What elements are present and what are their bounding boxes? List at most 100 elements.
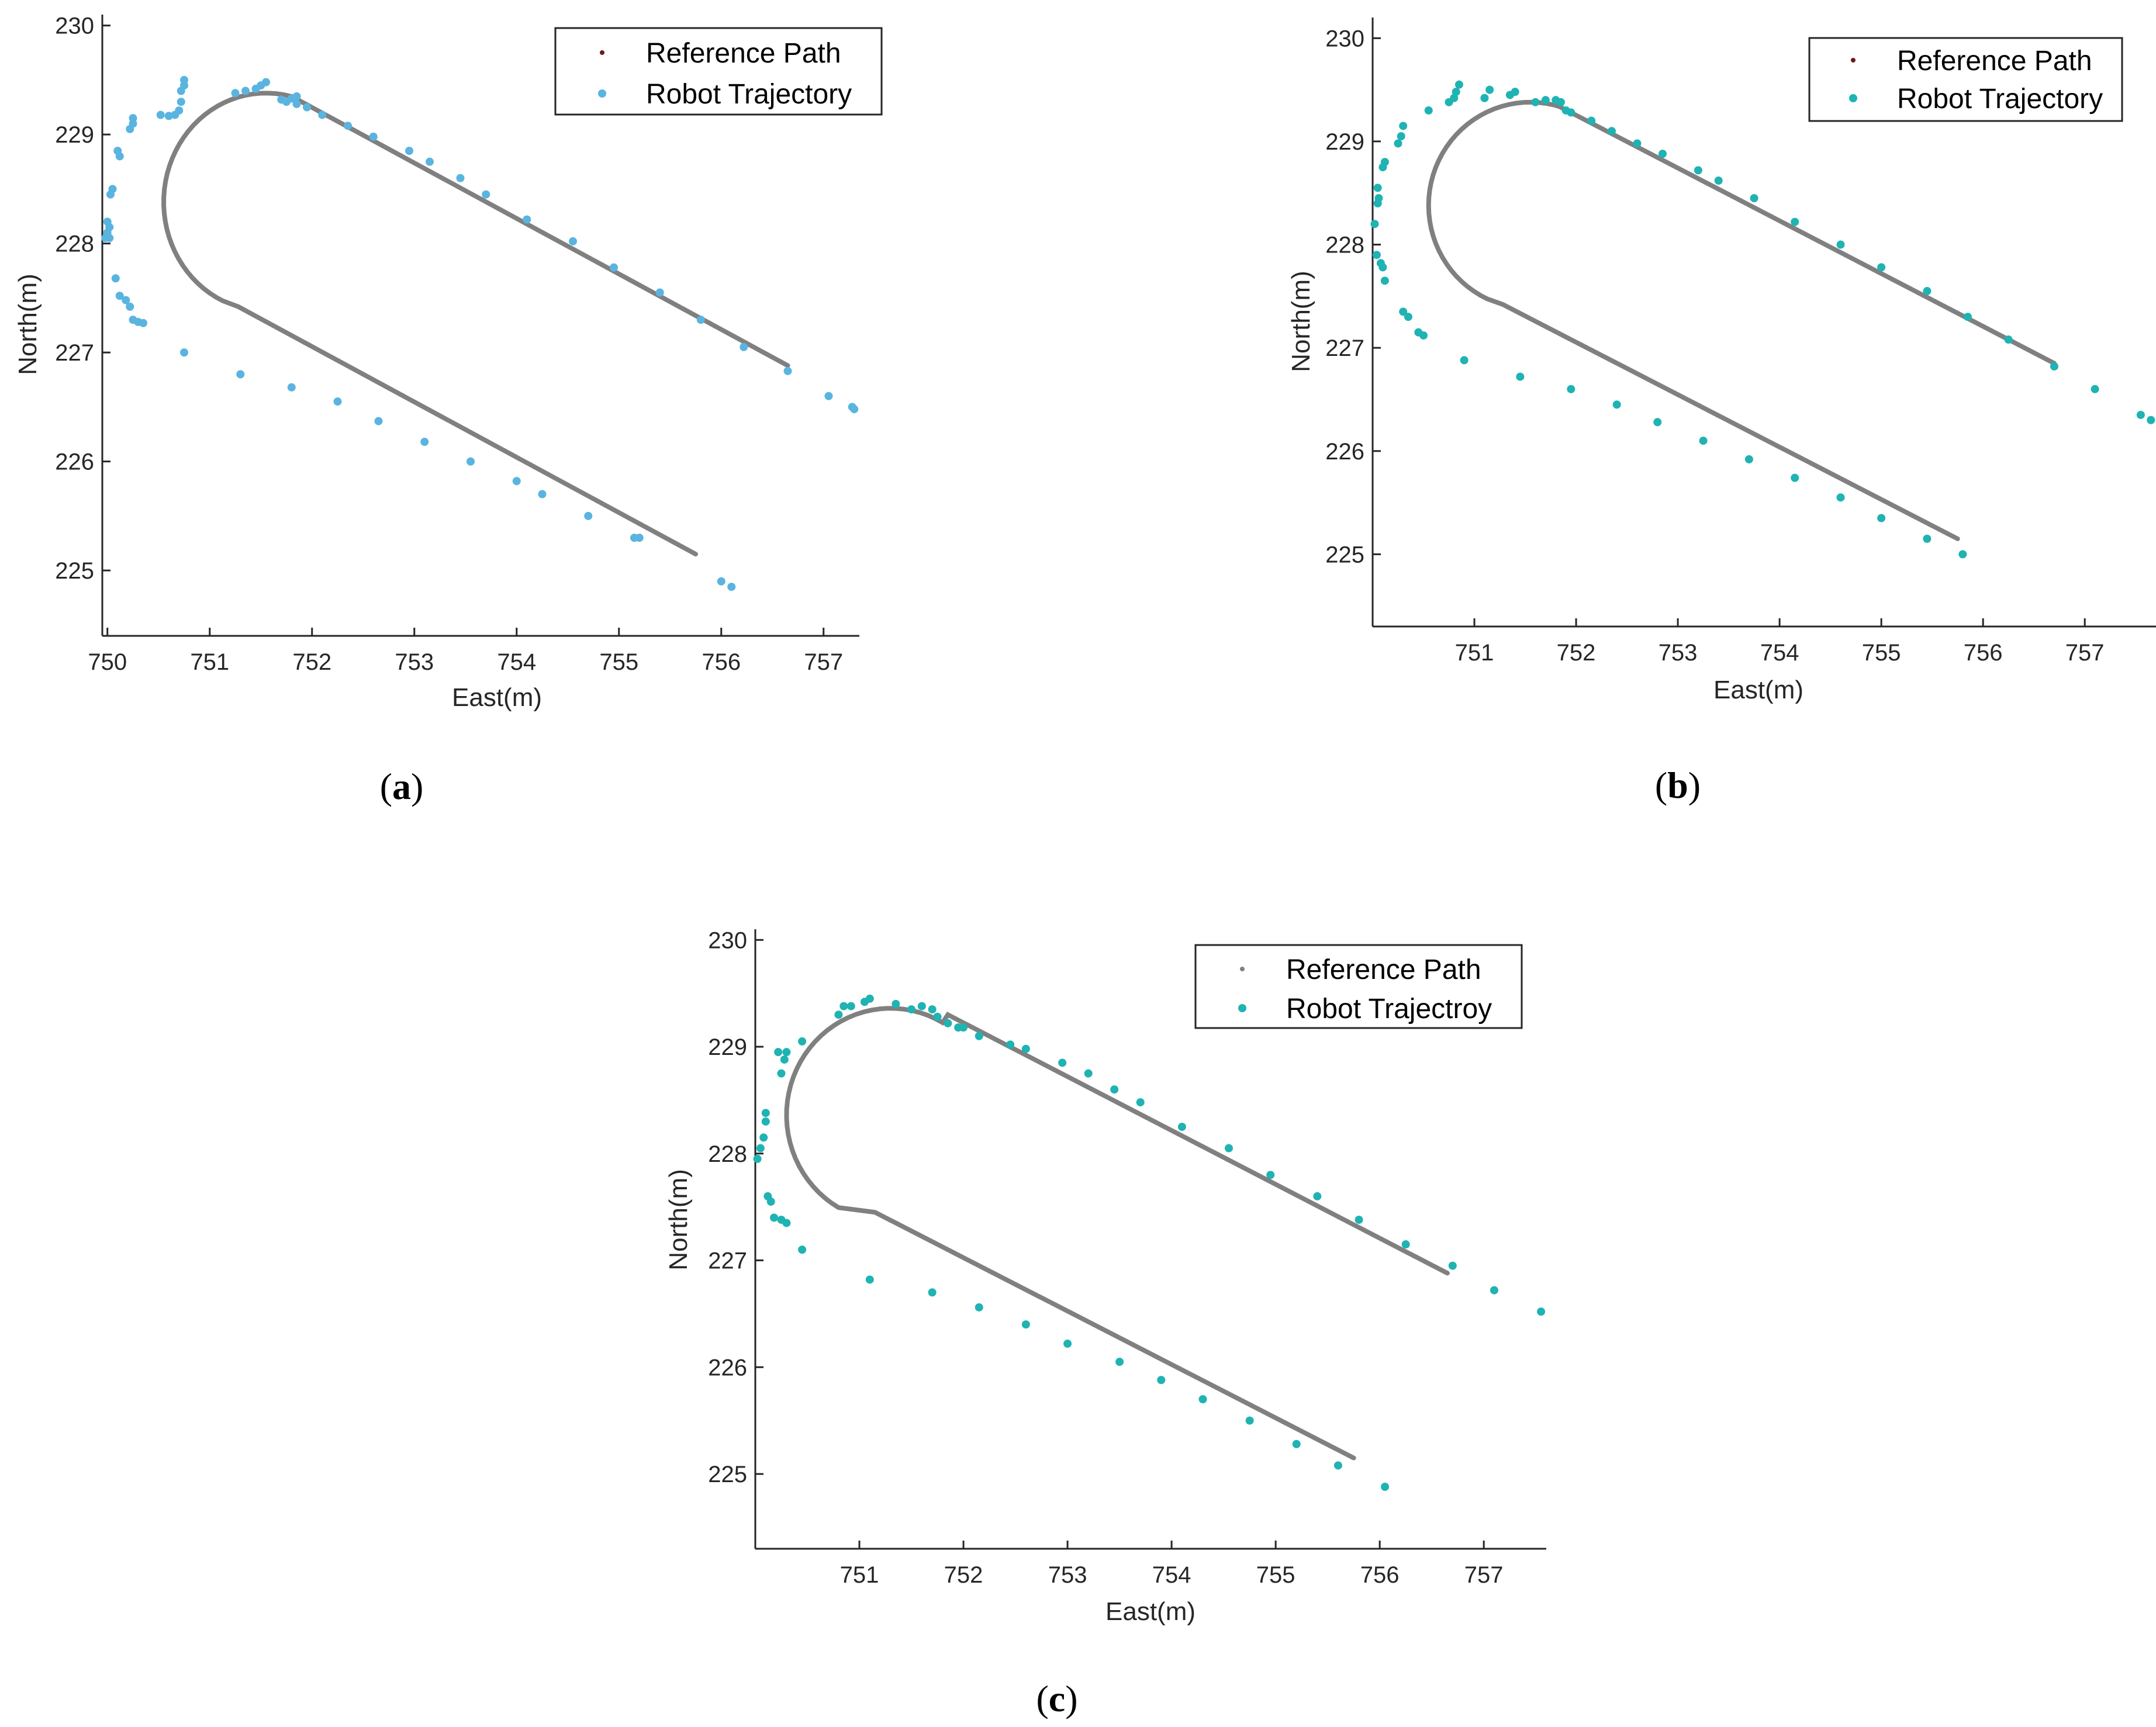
panel-a-ytick-label: 227	[55, 340, 94, 366]
panel-c-y-ticks: 225 226 227 228 229 230	[708, 927, 763, 1487]
panel-b-legend-robot-label: Robot Trajectory	[1897, 84, 2103, 115]
panel-b-robot-point	[1370, 220, 1379, 229]
panel-b-robot-point	[1714, 176, 1723, 185]
panel-a-robot-point	[610, 263, 618, 272]
panel-c-robot-point	[1021, 1044, 1030, 1053]
panel-a-robot-point	[405, 147, 413, 155]
panel-c-robot-point	[1058, 1058, 1067, 1067]
panel-c-robot-point	[1084, 1069, 1093, 1078]
panel-c-legend-reference-label: Reference Path	[1286, 954, 1481, 985]
panel-c-robot-point	[944, 1019, 952, 1027]
panel-c-robot-point	[777, 1069, 786, 1078]
panel-c-robot-point	[1245, 1416, 1254, 1425]
panel-c-robot-point	[759, 1133, 768, 1142]
panel-c-x-ticks: 751 752 753 754 755 756 757	[840, 1541, 1504, 1588]
panel-c-robot-point	[1021, 1320, 1030, 1329]
panel-b-xtick-label: 751	[1455, 640, 1494, 666]
panel-c-robot-point	[1177, 1123, 1186, 1131]
panel-a-x-ticks: 750 751 752 753 754 755 756 757	[88, 628, 843, 675]
panel-a-robot-point	[251, 84, 260, 93]
panel-c-robot-point	[928, 1005, 937, 1014]
panel-b-legend-reference-marker	[1851, 58, 1856, 63]
panel-b-robot-point	[2136, 410, 2145, 419]
panel-b-robot-point	[1699, 437, 1708, 445]
panel-a-robot-point	[303, 103, 311, 112]
panel-c-robot-point	[928, 1288, 937, 1297]
panel-a-robot-point	[177, 86, 185, 95]
panel-a-xtick-label: 751	[190, 649, 229, 675]
panel-c-xtick-label: 757	[1464, 1562, 1504, 1588]
panel-c-robot-point	[975, 1032, 983, 1040]
panel-c-robot-point	[1136, 1098, 1145, 1107]
panel-c-robot-point	[933, 1012, 942, 1021]
panel-b-robot-point	[1378, 163, 1387, 172]
panel-a-ytick-label: 226	[55, 449, 94, 475]
panel-b-ylabel: North(m)	[1287, 271, 1315, 372]
panel-a-robot-point	[236, 370, 245, 379]
panel-a-robot-point	[171, 110, 179, 119]
panel-c-robot-point	[1333, 1461, 1342, 1470]
panel-a-robot-point	[277, 95, 286, 104]
panel-c-robot-point	[907, 1005, 916, 1014]
panel-c-robot-point	[865, 1275, 874, 1284]
panel-c-robot-point	[1381, 1483, 1390, 1491]
panel-a-robot-point	[111, 274, 120, 283]
panel-a-robot-point	[105, 234, 114, 243]
panel-c-robot-point	[1355, 1216, 1363, 1224]
panel-c-robot-point	[774, 1048, 783, 1057]
panel-b-robot-point	[1694, 166, 1702, 175]
panel-c-legend-robot-label: Robot Trajectroy	[1286, 994, 1492, 1025]
panel-c-robot-point	[1115, 1358, 1124, 1366]
panel-b-robot-point	[1372, 251, 1381, 259]
panel-c-xtick-label: 755	[1256, 1562, 1295, 1588]
panel-a-robot-point	[318, 110, 327, 119]
panel-c-xtick-label: 756	[1360, 1562, 1400, 1588]
panel-a-robot-point	[287, 94, 296, 103]
panel-b-robot-point	[1424, 106, 1433, 115]
panel-c-ytick-label: 229	[708, 1034, 747, 1060]
panel-b-ytick-label: 230	[1325, 26, 1364, 51]
panel-b-robot-point	[2004, 335, 2013, 344]
panel-a-robot-point	[333, 397, 342, 406]
panel-b-x-ticks: 751 752 753 754 755 756 757	[1455, 618, 2105, 666]
panel-b-ytick-label: 228	[1325, 233, 1364, 258]
panel-a-robot-point	[523, 215, 531, 224]
panel-b-reference-path	[1426, 99, 2057, 541]
panel-c-robot-point	[1490, 1286, 1498, 1295]
panel-a-robot-point	[115, 152, 124, 161]
panel-b-ytick-label: 227	[1325, 335, 1364, 361]
panel-a-robot-point	[115, 292, 124, 300]
panel-c-robot-point	[798, 1037, 807, 1046]
panel-b-robot-point	[2091, 385, 2099, 393]
panel-b-robot-point	[1380, 276, 1389, 285]
panel-a-robot-point	[374, 417, 383, 425]
panel-b: 751 752 753 754 755 756 757 225 226 227 228 229 230…	[1287, 18, 2156, 806]
panel-b-robot-point	[1480, 94, 1489, 102]
panel-c-robot-point	[756, 1144, 765, 1153]
panel-a-xtick-label: 757	[804, 649, 843, 675]
panel-b-robot-point	[1877, 514, 1886, 522]
panel-a-xtick-label: 755	[599, 649, 638, 675]
panel-b-robot-point	[1877, 263, 1886, 272]
panel-a-robot-point	[569, 237, 577, 245]
panel-c-xtick-label: 752	[944, 1562, 983, 1588]
panel-b-robot-point	[1587, 116, 1596, 125]
panel-b-y-ticks: 225 226 227 228 229 230	[1325, 26, 1381, 567]
panel-a-ylabel: North(m)	[13, 274, 42, 375]
panel-a-robot-point	[139, 319, 147, 327]
panel-c-robot-point	[954, 1023, 963, 1032]
panel-c-robot-point	[798, 1245, 807, 1254]
panel-b-robot-point	[1485, 85, 1494, 94]
panel-c-reference-path	[784, 1006, 1450, 1460]
panel-a-robot-point	[848, 403, 856, 411]
panel-a-robot-point	[180, 348, 188, 357]
panel-b-ytick-label: 229	[1325, 129, 1364, 155]
panel-b-robot-point	[1607, 127, 1616, 136]
panel-b-xtick-label: 757	[2065, 640, 2105, 666]
panel-b-robot-point	[1653, 418, 1662, 427]
panel-b-xtick-label: 753	[1659, 640, 1698, 666]
panel-b-robot-point	[1373, 199, 1382, 207]
panel-c-robot-point	[1266, 1171, 1275, 1179]
panel-c-xlabel: East(m)	[1105, 1597, 1196, 1626]
panel-c-caption-letter: c	[1049, 1678, 1065, 1719]
